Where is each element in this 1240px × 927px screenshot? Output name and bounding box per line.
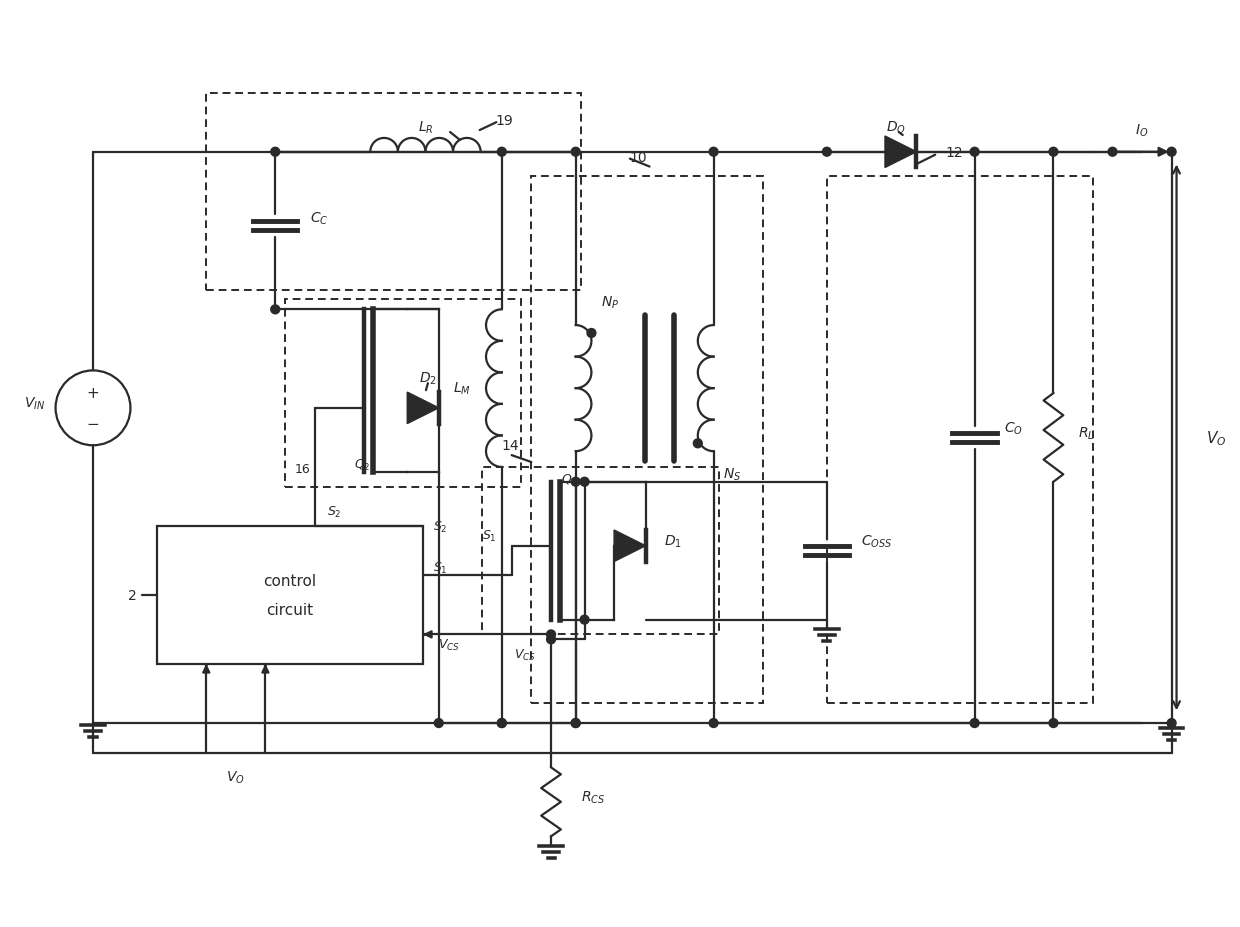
Circle shape <box>822 148 831 157</box>
Circle shape <box>572 148 580 157</box>
Text: $V_O$: $V_O$ <box>1207 428 1226 447</box>
Text: $V_O$: $V_O$ <box>227 769 246 785</box>
Text: control: control <box>263 573 316 588</box>
Text: $V_{CS}$: $V_{CS}$ <box>438 638 460 653</box>
Text: $L_R$: $L_R$ <box>418 120 433 136</box>
Circle shape <box>580 477 589 487</box>
Polygon shape <box>885 137 916 169</box>
Circle shape <box>547 630 556 639</box>
Circle shape <box>709 718 718 728</box>
Circle shape <box>970 148 980 157</box>
Text: $N_S$: $N_S$ <box>723 466 742 483</box>
Text: $I_O$: $I_O$ <box>1136 122 1148 139</box>
Polygon shape <box>407 393 439 425</box>
Circle shape <box>587 329 596 338</box>
Text: $S_2$: $S_2$ <box>433 519 448 534</box>
Text: $C_O$: $C_O$ <box>1004 420 1023 437</box>
Text: 19: 19 <box>496 114 513 128</box>
Circle shape <box>497 718 506 728</box>
Text: 14: 14 <box>502 438 520 452</box>
Text: 12: 12 <box>945 146 962 159</box>
Bar <box>827 177 1092 704</box>
Circle shape <box>1109 148 1117 157</box>
Bar <box>285 300 522 487</box>
Circle shape <box>580 616 589 625</box>
Circle shape <box>270 306 280 314</box>
Text: $V_{CS}$: $V_{CS}$ <box>515 647 536 662</box>
Text: circuit: circuit <box>267 603 314 617</box>
Text: $V_{IN}$: $V_{IN}$ <box>25 395 46 412</box>
Text: $S_2$: $S_2$ <box>327 504 341 519</box>
Bar <box>206 94 580 290</box>
Circle shape <box>497 148 506 157</box>
Circle shape <box>1049 148 1058 157</box>
Bar <box>157 527 423 665</box>
Text: 2: 2 <box>128 589 136 603</box>
Circle shape <box>1167 718 1176 728</box>
Bar <box>532 177 763 704</box>
Circle shape <box>970 718 980 728</box>
Text: $S_1$: $S_1$ <box>482 528 497 544</box>
Circle shape <box>572 477 580 487</box>
Text: −: − <box>87 416 99 432</box>
Text: 16: 16 <box>295 463 311 476</box>
Text: $D_2$: $D_2$ <box>419 371 436 387</box>
Circle shape <box>1167 148 1176 157</box>
Circle shape <box>709 148 718 157</box>
Circle shape <box>497 718 506 728</box>
Circle shape <box>693 439 702 449</box>
Circle shape <box>572 718 580 728</box>
Circle shape <box>572 718 580 728</box>
Text: $R_L$: $R_L$ <box>1078 425 1095 441</box>
Circle shape <box>547 635 556 644</box>
Text: $Q_2$: $Q_2$ <box>355 457 371 473</box>
Circle shape <box>434 718 443 728</box>
Circle shape <box>1049 718 1058 728</box>
Text: $L_M$: $L_M$ <box>454 380 471 397</box>
Text: +: + <box>87 386 99 400</box>
Text: $N_P$: $N_P$ <box>601 295 620 311</box>
Bar <box>482 467 718 635</box>
Text: $C_C$: $C_C$ <box>310 210 329 227</box>
Text: $D_O$: $D_O$ <box>885 120 905 136</box>
Text: $R_{CS}$: $R_{CS}$ <box>580 789 605 806</box>
Text: $S_1$: $S_1$ <box>433 561 448 576</box>
Text: $Q_1$: $Q_1$ <box>560 473 578 488</box>
Circle shape <box>270 148 280 157</box>
Polygon shape <box>614 530 646 562</box>
Text: $D_1$: $D_1$ <box>665 533 682 550</box>
Text: 10: 10 <box>630 150 647 164</box>
Text: $C_{OSS}$: $C_{OSS}$ <box>862 533 893 550</box>
